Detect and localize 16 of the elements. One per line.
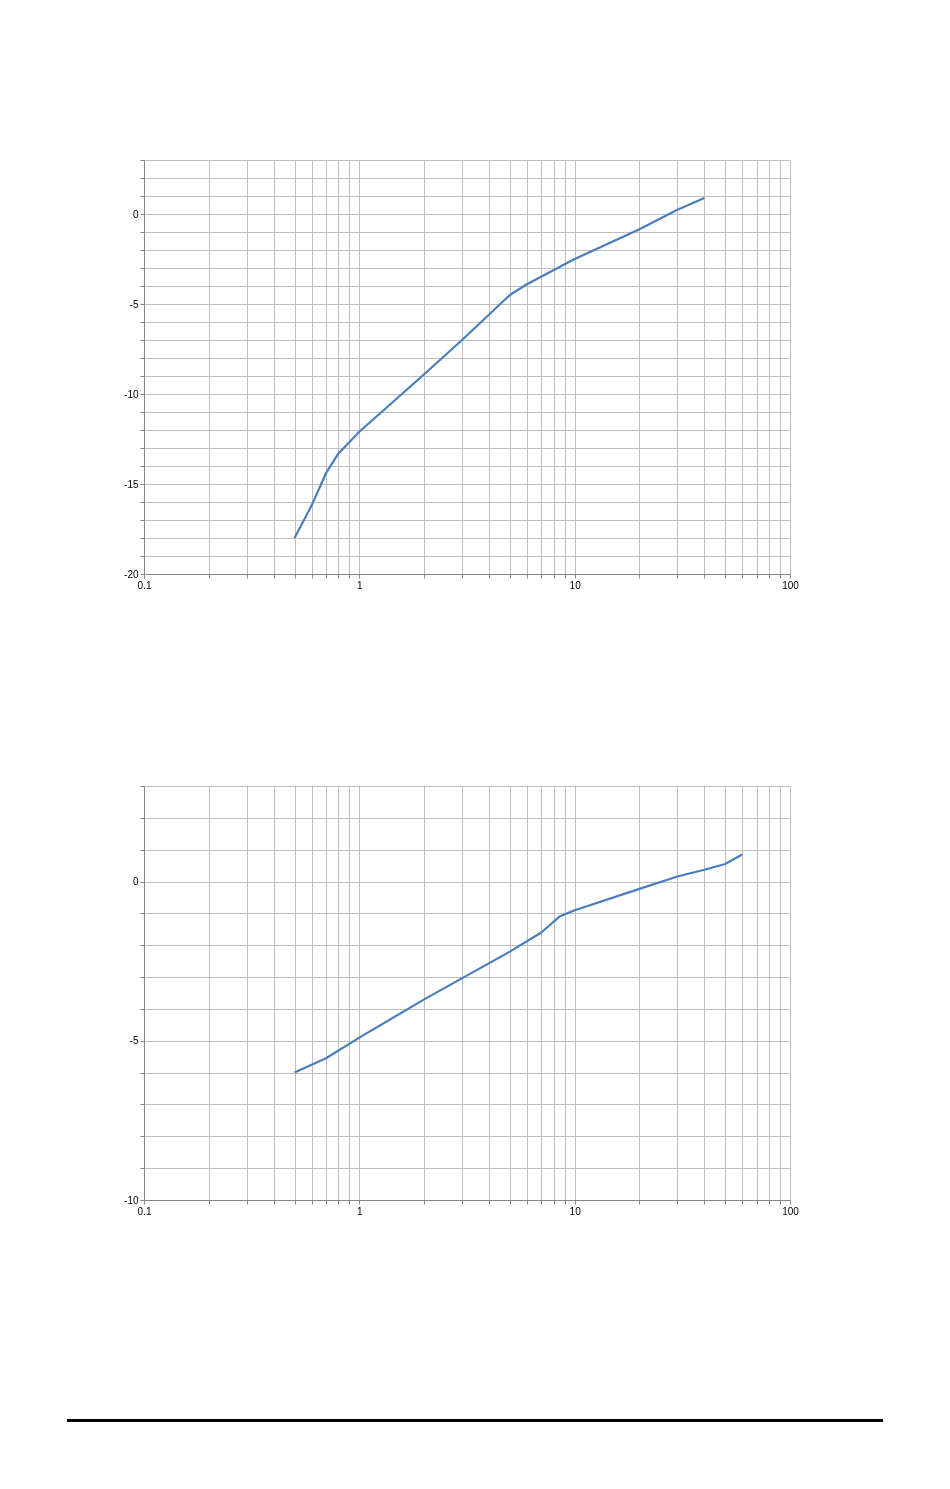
y-tick-label: -10 <box>124 388 139 400</box>
x-tick-label: 10 <box>569 1205 582 1217</box>
y-tick-label: 0 <box>132 876 139 888</box>
x-tick-label: 1 <box>357 579 364 591</box>
y-tick-label: -20 <box>124 568 139 580</box>
y-tick-label: -10 <box>124 1194 139 1206</box>
x-tick-label: 0.1 <box>137 1205 152 1217</box>
x-tick-label: 1 <box>357 1205 364 1217</box>
x-tick-label: 100 <box>782 1205 800 1217</box>
y-tick-label: -5 <box>129 298 139 310</box>
x-tick-label: 100 <box>782 579 800 591</box>
y-tick-label: 0 <box>132 208 139 220</box>
y-tick-label: -5 <box>129 1035 139 1047</box>
x-tick-label: 0.1 <box>137 579 152 591</box>
x-tick-label: 10 <box>569 579 582 591</box>
y-tick-label: -15 <box>124 478 139 490</box>
